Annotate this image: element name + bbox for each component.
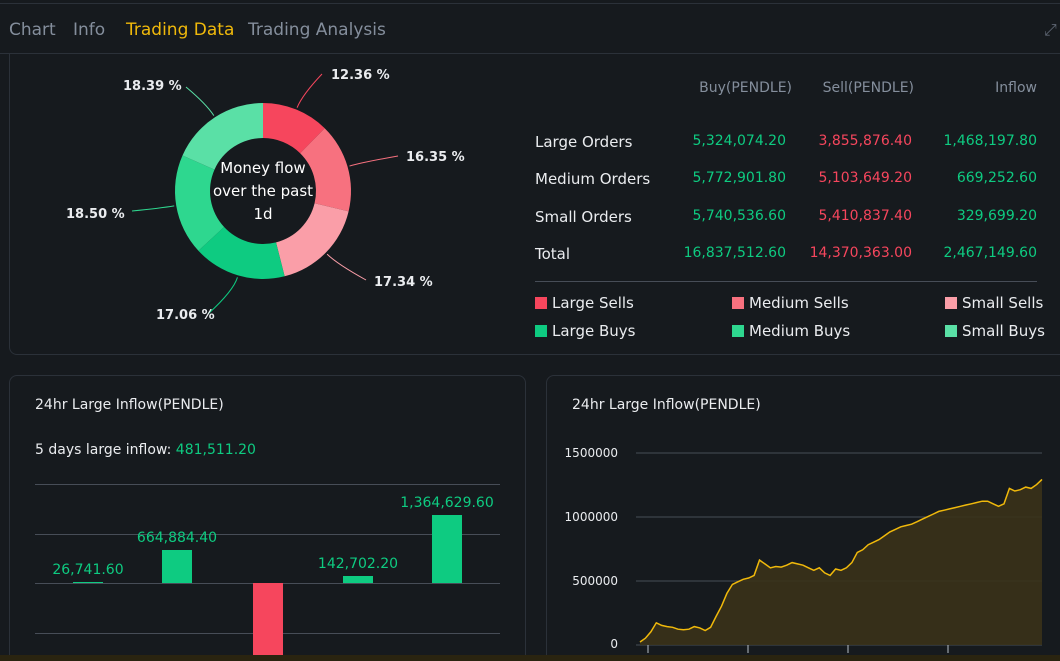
legend-small-sells[interactable]: Small Sells	[945, 294, 1043, 312]
tab-info[interactable]: Info	[73, 20, 106, 40]
row-label-total: Total	[535, 245, 571, 263]
pct-label-medium-sells: 16.35 %	[406, 150, 465, 165]
total-buy: 16,837,512.60	[683, 245, 786, 261]
legend-medium-buys[interactable]: Medium Buys	[732, 322, 850, 340]
ytick-1000000: 1000000	[564, 510, 618, 524]
bar-label-2: 664,884.40	[136, 529, 218, 546]
center-line-2: over the past	[213, 182, 314, 200]
header-buy: Buy(PENDLE)	[699, 80, 792, 96]
medium-buy: 5,772,901.80	[692, 170, 786, 186]
money-flow-card	[9, 54, 1060, 355]
tab-chart[interactable]: Chart	[9, 20, 56, 40]
tab-trading-data[interactable]: Trading Data	[126, 20, 235, 40]
legend-label: Large Buys	[552, 322, 636, 340]
center-line-3: 1d	[253, 205, 273, 223]
legend-swatch	[535, 297, 547, 309]
ytick-500000: 500000	[572, 574, 618, 588]
five-days-inflow: 5 days large inflow: 481,511.20	[35, 442, 256, 458]
legend-label: Medium Sells	[749, 294, 849, 312]
bar-4[interactable]	[343, 575, 373, 583]
large-inflow: 1,468,197.80	[943, 133, 1037, 149]
bottom-strip	[0, 655, 1060, 661]
small-sell: 5,410,837.40	[818, 208, 912, 224]
header-sell: Sell(PENDLE)	[822, 80, 914, 96]
medium-sell: 5,103,649.20	[818, 170, 912, 186]
large-sell: 3,855,876.40	[818, 133, 912, 149]
bar-label-4: 142,702.20	[317, 555, 399, 572]
pct-label-large-sells: 12.36 %	[331, 68, 390, 83]
row-label-large: Large Orders	[535, 133, 633, 151]
row-label-small: Small Orders	[535, 208, 632, 226]
row-label-medium: Medium Orders	[535, 170, 651, 188]
pct-label-large-buys: 17.06 %	[156, 308, 215, 323]
legend-swatch	[945, 297, 957, 309]
legend-small-buys[interactable]: Small Buys	[945, 322, 1045, 340]
total-sell: 14,370,363.00	[809, 245, 912, 261]
large-inflow-bar-card	[9, 375, 526, 661]
bar-gridline	[35, 534, 500, 535]
legend-large-buys[interactable]: Large Buys	[535, 322, 635, 340]
legend-large-sells[interactable]: Large Sells	[535, 294, 634, 312]
header-inflow: Inflow	[995, 80, 1037, 96]
total-inflow: 2,467,149.60	[943, 245, 1037, 261]
tab-bar: Chart Info Trading Data Trading Analysis…	[0, 4, 1060, 54]
bar-chart-title: 24hr Large Inflow(PENDLE)	[35, 397, 224, 413]
bar-2[interactable]	[162, 549, 192, 583]
small-buy: 5,740,536.60	[692, 208, 786, 224]
five-days-label: 5 days large inflow:	[35, 442, 172, 458]
bar-3[interactable]	[253, 583, 283, 661]
legend-label: Small Buys	[962, 322, 1045, 340]
pct-label-small-buys: 18.39 %	[123, 79, 182, 94]
ytick-1500000: 1500000	[564, 446, 618, 460]
legend-swatch	[945, 325, 957, 337]
legend-label: Small Sells	[962, 294, 1044, 312]
five-days-value: 481,511.20	[175, 442, 256, 458]
legend-swatch	[732, 297, 744, 309]
bar-5[interactable]	[432, 514, 462, 583]
legend-swatch	[535, 325, 547, 337]
tab-trading-analysis[interactable]: Trading Analysis	[248, 20, 386, 40]
medium-inflow: 669,252.60	[956, 170, 1037, 186]
area-chart-title: 24hr Large Inflow(PENDLE)	[572, 397, 761, 413]
pct-label-medium-buys: 18.50 %	[66, 207, 125, 222]
ytick-0: 0	[610, 637, 618, 651]
bar-1[interactable]	[73, 581, 103, 583]
top-border	[0, 3, 1060, 4]
large-buy: 5,324,074.20	[692, 133, 786, 149]
bar-gridline	[35, 484, 500, 485]
legend-swatch	[732, 325, 744, 337]
legend-label: Large Sells	[552, 294, 634, 312]
legend-label: Medium Buys	[749, 322, 851, 340]
center-line-1: Money flow	[220, 159, 306, 177]
small-inflow: 329,699.20	[956, 208, 1037, 224]
expand-icon[interactable]: ⤢	[1044, 20, 1057, 39]
legend-medium-sells[interactable]: Medium Sells	[732, 294, 849, 312]
table-divider	[535, 281, 1037, 282]
large-inflow-area-card	[546, 375, 1060, 661]
bar-label-5: 1,364,629.60	[400, 494, 494, 511]
donut-center-text: Money flow over the past 1d	[213, 157, 313, 226]
pct-label-small-sells: 17.34 %	[374, 275, 433, 290]
bar-label-1: 26,741.60	[52, 561, 124, 578]
